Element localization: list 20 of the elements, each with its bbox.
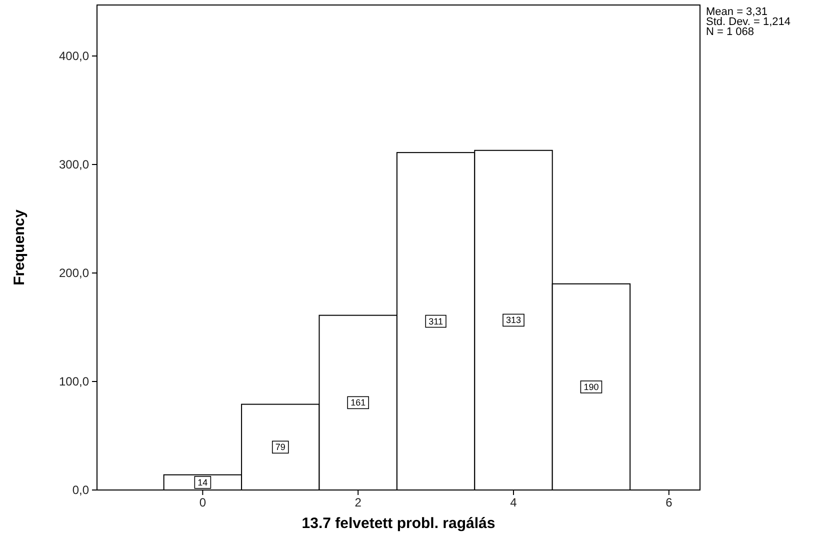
data-label: 313 xyxy=(506,315,522,326)
y-axis-title: Frequency xyxy=(11,208,28,286)
x-axis-title: 13.7 felvetett probl. ragálás xyxy=(302,515,496,532)
y-tick-label: 400,0 xyxy=(58,48,90,63)
x-tick-label: 0 xyxy=(199,496,206,510)
data-label: 311 xyxy=(428,316,443,326)
x-tick-label: 4 xyxy=(510,496,518,510)
text: Std. Dev. = 1,214 xyxy=(706,16,790,28)
y-tick-label: 300,0 xyxy=(58,157,90,172)
text: N = 1 068 xyxy=(706,26,754,38)
text: Mean = 3,31 xyxy=(706,6,768,18)
data-label: 79 xyxy=(275,442,286,452)
y-tick-label: 0,0 xyxy=(72,482,90,497)
x-tick-label: 6 xyxy=(666,496,673,510)
x-tick-label: 2 xyxy=(354,496,362,510)
y-tick-label: 200,0 xyxy=(58,266,90,280)
y-tick-label: 100,0 xyxy=(58,374,90,388)
data-label: 190 xyxy=(584,382,599,392)
data-label: 161 xyxy=(350,398,366,408)
data-label: 14 xyxy=(198,477,208,488)
